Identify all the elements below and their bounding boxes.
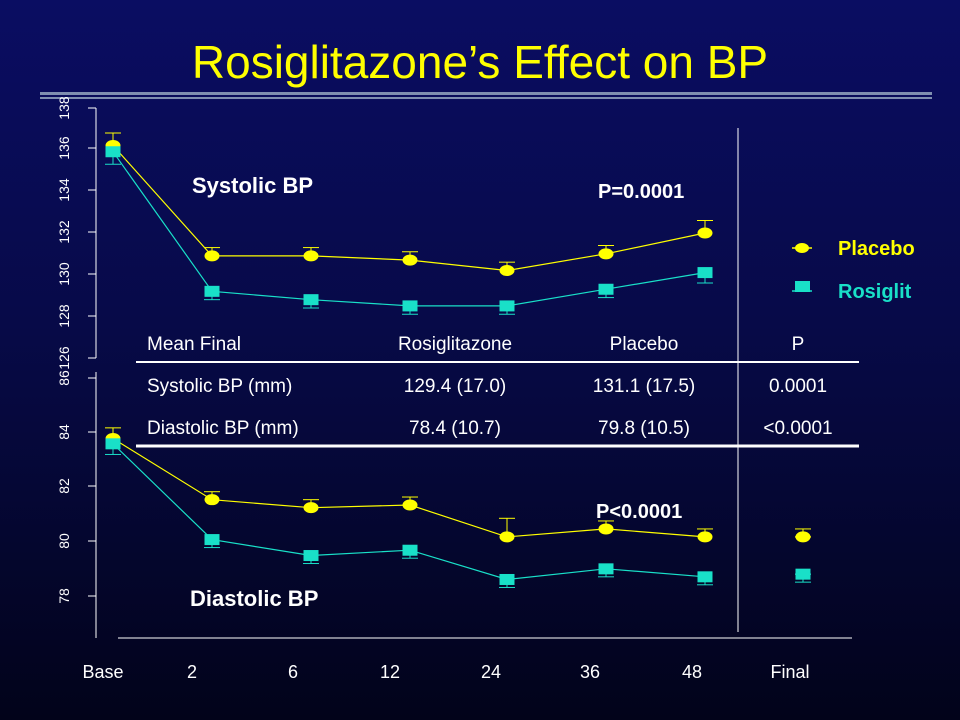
diastolic-rosiglit-point xyxy=(499,573,515,585)
table-header-p: P xyxy=(792,334,805,355)
x-tick-label: 12 xyxy=(380,662,400,682)
legend-placebo-marker xyxy=(795,243,809,253)
diastolic-y-tick-label: 86 xyxy=(56,370,72,386)
systolic-y-tick-label: 128 xyxy=(56,304,72,328)
x-tick-label: Final xyxy=(770,662,809,682)
systolic-y-tick-label: 130 xyxy=(56,262,72,286)
table-cell: 0.0001 xyxy=(769,376,827,397)
diastolic-y-tick-label: 84 xyxy=(56,424,72,440)
x-tick-label: 36 xyxy=(580,662,600,682)
systolic-series xyxy=(105,132,713,315)
summary-table: Mean Final Rosiglitazone Placebo P Systo… xyxy=(136,334,859,448)
legend-placebo: Placebo xyxy=(792,238,915,260)
diastolic-panel-label: Diastolic BP xyxy=(190,586,318,611)
systolic-y-tick-label: 138 xyxy=(56,96,72,120)
systolic-y-tick-label: 126 xyxy=(56,346,72,370)
systolic-placebo-point xyxy=(402,254,418,266)
x-tick-label: 48 xyxy=(682,662,702,682)
systolic-rosiglit-point xyxy=(402,300,418,312)
diastolic-rosiglit-point xyxy=(303,550,319,562)
x-tick-label: Base xyxy=(82,662,123,682)
table-cell: 78.4 (10.7) xyxy=(409,418,501,439)
systolic-rosiglit-point xyxy=(303,294,319,306)
diastolic-rosiglit-point xyxy=(402,544,418,556)
systolic-placebo-point xyxy=(303,250,319,262)
legend: Placebo Rosiglit xyxy=(792,238,915,303)
systolic-rosiglit-point xyxy=(598,283,614,295)
table-header-rosiglitazone: Rosiglitazone xyxy=(398,334,512,355)
diastolic-placebo-point xyxy=(598,523,614,535)
diastolic-placebo-point xyxy=(402,499,418,511)
diastolic-placebo-point xyxy=(303,502,319,514)
diastolic-placebo-point xyxy=(697,531,713,543)
table-header-mean-final: Mean Final xyxy=(147,334,241,355)
x-tick-label: 6 xyxy=(288,662,298,682)
systolic-placebo-point xyxy=(204,250,220,262)
diastolic-placebo-point xyxy=(499,531,515,543)
diastolic-y-tick-label: 78 xyxy=(56,588,72,604)
legend-placebo-label: Placebo xyxy=(838,238,915,260)
systolic-rosiglit-point xyxy=(204,285,220,297)
diastolic-placebo-point xyxy=(204,494,220,506)
systolic-y-ticks: 126 128 130 132 134 136 138 xyxy=(56,96,96,370)
x-tick-label: 24 xyxy=(481,662,501,682)
systolic-p-value: P=0.0001 xyxy=(598,181,684,203)
table-cell: 131.1 (17.5) xyxy=(593,376,695,397)
diastolic-p-value: P<0.0001 xyxy=(596,501,682,523)
legend-rosiglit: Rosiglit xyxy=(792,281,912,303)
systolic-rosiglit-point xyxy=(499,300,515,312)
table-cell: Systolic BP (mm) xyxy=(147,376,292,397)
diastolic-rosiglit-point xyxy=(598,563,614,575)
table-cell: <0.0001 xyxy=(763,418,832,439)
table-cell: Diastolic BP (mm) xyxy=(147,418,299,439)
legend-rosiglit-label: Rosiglit xyxy=(838,281,912,303)
systolic-y-tick-label: 132 xyxy=(56,220,72,244)
systolic-rosiglit-point xyxy=(697,267,713,279)
x-axis-labels: Base 2 6 12 24 36 48 Final xyxy=(82,662,809,682)
systolic-placebo-point xyxy=(697,227,713,239)
diastolic-y-tick-label: 80 xyxy=(56,533,72,549)
legend-rosiglit-marker xyxy=(795,281,810,292)
diastolic-series xyxy=(105,427,811,588)
diastolic-y-tick-label: 82 xyxy=(56,478,72,494)
slide-title: Rosiglitazone’s Effect on BP xyxy=(191,36,769,88)
table-cell: 79.8 (10.5) xyxy=(598,418,690,439)
systolic-rosiglit-point xyxy=(105,146,121,158)
systolic-placebo-point xyxy=(499,265,515,276)
diastolic-rosiglit-point xyxy=(795,568,811,580)
systolic-panel-label: Systolic BP xyxy=(192,173,313,198)
systolic-placebo-point xyxy=(598,248,614,260)
table-cell: 129.4 (17.0) xyxy=(404,376,506,397)
table-header-placebo: Placebo xyxy=(610,334,679,355)
diastolic-rosiglit-point xyxy=(105,438,121,450)
x-tick-label: 2 xyxy=(187,662,197,682)
systolic-y-tick-label: 134 xyxy=(56,178,72,202)
diastolic-rosiglit-point xyxy=(697,571,713,583)
diastolic-rosiglit-point xyxy=(204,534,220,546)
diastolic-placebo-point xyxy=(795,531,811,543)
diastolic-y-ticks: 78 80 82 84 86 xyxy=(56,370,96,604)
systolic-y-tick-label: 136 xyxy=(56,136,72,160)
